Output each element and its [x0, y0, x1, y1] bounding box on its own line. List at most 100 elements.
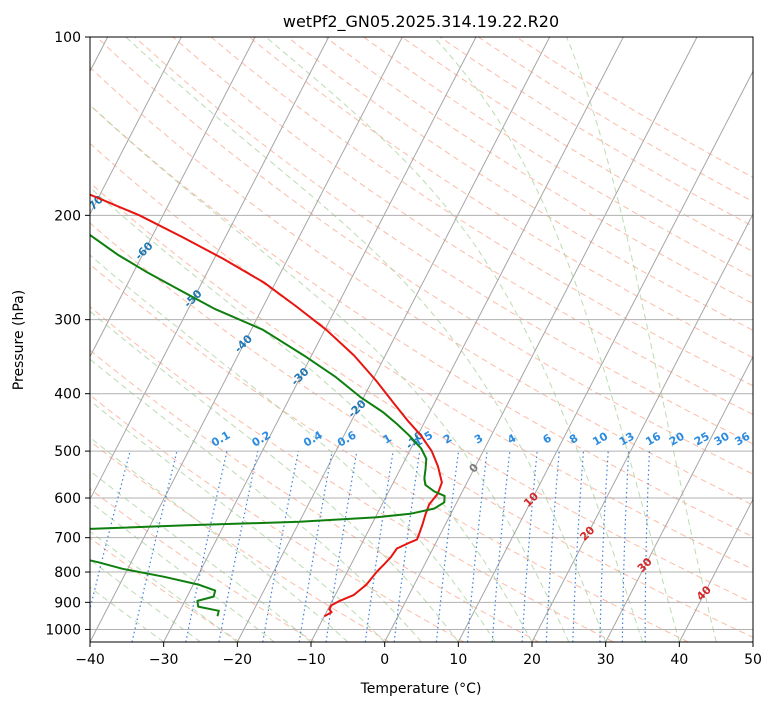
y-tick-label: 800	[54, 565, 81, 581]
dewpoint-profile-line	[90, 233, 446, 617]
dry-adiabat	[90, 306, 614, 642]
line-labels: -100-90-80-70-60-50-40-30-20-10010203040…	[0, 102, 753, 604]
x-tick-label: −30	[149, 652, 179, 668]
y-tick-label: 300	[54, 313, 81, 329]
mixing-ratio-line	[298, 450, 333, 642]
isotherm-label: -50	[181, 287, 204, 310]
mixing-ratio-line	[491, 451, 511, 642]
x-tick-label: 10	[449, 652, 467, 668]
moist-adiabat	[90, 436, 349, 642]
mixing-ratio-label: 10	[590, 429, 610, 448]
profile-series	[90, 193, 446, 618]
mixing-ratio-label: 1	[381, 432, 394, 447]
y-axis-label: Pressure (hPa)	[11, 290, 27, 390]
isotherm-label: 40	[694, 583, 714, 603]
isotherm-line	[752, 640, 753, 642]
isotherm-label: 0	[467, 461, 482, 476]
isotherm-line	[163, 37, 477, 642]
x-tick-label: 30	[597, 652, 615, 668]
moist-adiabat	[433, 37, 680, 642]
mixing-ratio-label: 8	[567, 432, 580, 447]
dry-adiabat	[90, 440, 390, 642]
dry-adiabat	[439, 37, 753, 227]
mixing-ratio-line	[599, 451, 609, 642]
moist-adiabat	[90, 254, 496, 642]
moist-adiabat	[125, 37, 607, 642]
dry-adiabat	[172, 37, 753, 416]
moist-adiabat	[566, 37, 717, 642]
mixing-ratio-line	[325, 450, 358, 642]
dry-adiabat	[477, 37, 753, 203]
y-tick-label: 1000	[45, 622, 81, 638]
isotherm-label: -90	[0, 102, 6, 125]
mixing-ratio-label: 3	[472, 432, 485, 447]
mixing-ratio-label: 6	[541, 431, 554, 446]
mixing-ratio-line	[644, 451, 651, 642]
y-tick-label: 700	[54, 531, 81, 547]
isotherm-line	[90, 37, 330, 501]
dry-adiabat	[90, 182, 753, 604]
mixing-ratio-line	[364, 451, 394, 642]
dry-adiabat	[134, 37, 753, 445]
mixing-ratio-label: 16	[643, 429, 663, 448]
isotherm-line	[678, 498, 753, 642]
mixing-ratio-label: 0.6	[335, 428, 359, 449]
isotherm-label: -30	[288, 365, 311, 388]
isotherm-label: -40	[232, 332, 255, 355]
mixing-ratio-line	[545, 451, 560, 642]
x-tick-label: −20	[223, 652, 253, 668]
axis-ticks: −40 −30 −20 −10 0 10 20 30 40 5010020030040050060…	[45, 30, 762, 668]
mixing-ratio-line	[466, 451, 488, 642]
dry-adiabat	[90, 349, 540, 642]
dry-adiabat	[363, 37, 753, 278]
isotherm-line	[605, 355, 753, 642]
isotherm-line	[384, 37, 698, 642]
isotherm-line	[531, 212, 753, 642]
mixing-ratio-line	[435, 451, 460, 642]
moist-adiabat	[90, 558, 201, 642]
isotherm-line	[457, 70, 753, 642]
mixing-ratio-line	[621, 451, 630, 642]
mixing-ratio-label: 0.4	[301, 428, 325, 449]
dry-adiabat	[248, 37, 753, 359]
x-tick-label: 40	[670, 652, 688, 668]
dry-adiabat	[287, 37, 753, 331]
moist-adiabat	[90, 310, 459, 642]
mixing-ratio-line	[90, 450, 131, 612]
isotherm-line	[236, 37, 551, 642]
isotherm-line	[90, 37, 256, 358]
mixing-ratio-line	[572, 451, 585, 642]
plot-frame	[89, 36, 754, 643]
x-tick-label: 20	[523, 652, 541, 668]
y-tick-label: 400	[54, 387, 81, 403]
moist-adiabat	[90, 530, 238, 642]
background-lines	[90, 37, 753, 642]
dry-adiabat	[210, 37, 753, 387]
dry-adiabat	[90, 537, 241, 642]
dry-adiabat	[96, 37, 753, 475]
isotherm-line	[310, 37, 624, 642]
mixing-ratio-line	[218, 450, 259, 642]
dry-adiabat	[90, 263, 689, 642]
dry-adiabat	[401, 37, 753, 253]
x-axis-label: Temperature (°C)	[360, 681, 482, 697]
moist-adiabat	[90, 186, 533, 642]
moist-adiabat	[90, 470, 312, 642]
y-tick-label: 500	[54, 444, 81, 460]
dry-adiabat	[90, 394, 465, 642]
isotherm-line	[90, 37, 182, 216]
x-tick-label: −40	[75, 652, 105, 668]
x-tick-label: 50	[744, 652, 762, 668]
dry-adiabat	[90, 66, 753, 506]
chart-title: wetPf2_GN05.2025.314.19.22.R20	[283, 12, 559, 32]
mixing-ratio-label: 0.1	[209, 429, 232, 450]
isotherm-label: -60	[132, 239, 155, 262]
mixing-ratio-label: 2	[441, 432, 454, 447]
moist-adiabat	[265, 37, 643, 642]
isotherm-line	[90, 37, 403, 642]
y-tick-label: 600	[54, 491, 81, 507]
dry-adiabat	[325, 37, 753, 305]
mixing-ratio-label: 25	[692, 430, 712, 449]
x-tick-label: 0	[380, 652, 389, 668]
